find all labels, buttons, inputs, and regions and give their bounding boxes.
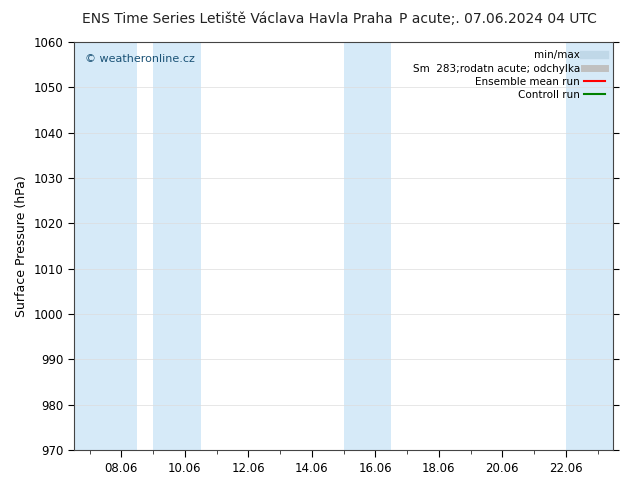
Bar [344,42,391,450]
Text: P acute;. 07.06.2024 04 UTC: P acute;. 07.06.2024 04 UTC [399,12,597,26]
Legend: min/max, Sm  283;rodatn acute; odchylka, Ensemble mean run, Controll run: min/max, Sm 283;rodatn acute; odchylka, … [410,47,608,103]
Text: © weatheronline.cz: © weatheronline.cz [84,54,195,64]
Bar [566,42,614,450]
Bar [153,42,201,450]
Text: ENS Time Series Letiště Václava Havla Praha: ENS Time Series Letiště Václava Havla Pr… [82,12,393,26]
Bar [74,42,137,450]
Y-axis label: Surface Pressure (hPa): Surface Pressure (hPa) [15,175,28,317]
